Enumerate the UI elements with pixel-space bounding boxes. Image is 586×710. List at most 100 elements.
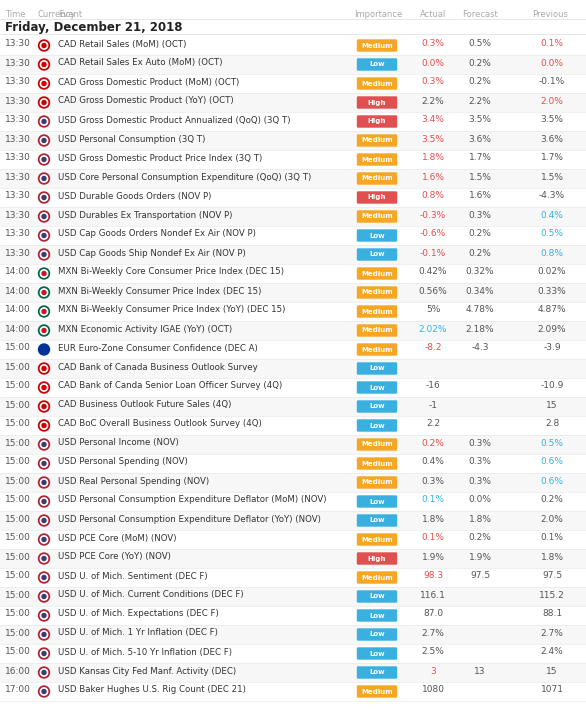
Text: 15:00: 15:00 — [5, 344, 31, 352]
Bar — [0, 93, 586, 112]
Text: 3.6%: 3.6% — [468, 134, 492, 143]
Circle shape — [40, 403, 47, 410]
Text: 0.8%: 0.8% — [540, 248, 564, 258]
Text: 15:00: 15:00 — [5, 552, 31, 562]
Bar — [0, 682, 586, 701]
Circle shape — [42, 158, 46, 161]
Circle shape — [39, 401, 49, 412]
Circle shape — [39, 116, 49, 127]
Text: Medium: Medium — [361, 214, 393, 219]
Text: 2.4%: 2.4% — [541, 648, 563, 657]
Bar — [0, 188, 586, 207]
Text: 88.1: 88.1 — [542, 609, 562, 618]
Bar — [0, 587, 586, 606]
Text: 0.6%: 0.6% — [540, 457, 564, 466]
Text: Importance: Importance — [354, 10, 402, 19]
Text: -8.2: -8.2 — [424, 344, 442, 352]
Text: 1.9%: 1.9% — [421, 552, 445, 562]
Text: 0.3%: 0.3% — [421, 77, 445, 87]
Text: 17:00: 17:00 — [5, 685, 31, 694]
Circle shape — [42, 442, 46, 447]
Text: 0.1%: 0.1% — [540, 533, 564, 542]
Circle shape — [42, 405, 46, 408]
Circle shape — [42, 576, 46, 579]
Text: 15:00: 15:00 — [5, 572, 31, 581]
Text: Low: Low — [369, 613, 385, 618]
Text: 13: 13 — [474, 667, 486, 675]
Text: 15:00: 15:00 — [5, 439, 31, 447]
Text: 116.1: 116.1 — [420, 591, 446, 599]
Text: CAD Retail Sales Ex Auto (MoM) (OCT): CAD Retail Sales Ex Auto (MoM) (OCT) — [58, 58, 223, 67]
Text: Low: Low — [369, 422, 385, 429]
FancyBboxPatch shape — [357, 400, 397, 413]
Text: 13:30: 13:30 — [5, 97, 31, 106]
Bar — [0, 74, 586, 93]
Text: 0.2%: 0.2% — [469, 77, 492, 87]
Circle shape — [39, 420, 49, 431]
Text: 0.3%: 0.3% — [421, 40, 445, 48]
Circle shape — [39, 78, 49, 89]
FancyBboxPatch shape — [357, 362, 397, 375]
Text: -4.3%: -4.3% — [539, 192, 565, 200]
FancyBboxPatch shape — [357, 533, 397, 546]
Bar — [0, 511, 586, 530]
FancyBboxPatch shape — [357, 476, 397, 488]
Circle shape — [42, 423, 46, 427]
Text: USD Baker Hughes U.S. Rig Count (DEC 21): USD Baker Hughes U.S. Rig Count (DEC 21) — [58, 685, 246, 694]
FancyBboxPatch shape — [357, 496, 397, 508]
Circle shape — [42, 329, 46, 332]
Circle shape — [39, 325, 49, 336]
FancyBboxPatch shape — [357, 685, 397, 698]
FancyBboxPatch shape — [357, 344, 397, 356]
Bar — [0, 264, 586, 283]
Text: 3: 3 — [430, 667, 436, 675]
Text: 0.6%: 0.6% — [540, 476, 564, 486]
Text: 15:00: 15:00 — [5, 381, 31, 391]
Text: 2.7%: 2.7% — [421, 628, 444, 638]
Circle shape — [42, 500, 46, 503]
Circle shape — [39, 363, 49, 374]
Bar — [0, 397, 586, 416]
Bar — [0, 112, 586, 131]
Text: 97.5: 97.5 — [542, 572, 562, 581]
Text: 0.2%: 0.2% — [469, 533, 492, 542]
Text: High: High — [368, 99, 386, 106]
Text: 2.2%: 2.2% — [469, 97, 492, 106]
Text: Low: Low — [369, 403, 385, 410]
Circle shape — [39, 211, 49, 222]
Circle shape — [42, 290, 46, 295]
Text: USD PCE Core (MoM) (NOV): USD PCE Core (MoM) (NOV) — [58, 533, 176, 542]
FancyBboxPatch shape — [357, 609, 397, 622]
Text: 0.3%: 0.3% — [468, 210, 492, 219]
Circle shape — [40, 593, 47, 600]
Text: 98.3: 98.3 — [423, 572, 443, 581]
FancyBboxPatch shape — [357, 229, 397, 241]
Text: High: High — [368, 195, 386, 200]
Circle shape — [40, 365, 47, 372]
Text: 115.2: 115.2 — [539, 591, 565, 599]
Text: CAD Gross Domestic Product (MoM) (OCT): CAD Gross Domestic Product (MoM) (OCT) — [58, 77, 239, 87]
Text: USD PCE Core (YoY) (NOV): USD PCE Core (YoY) (NOV) — [58, 552, 171, 562]
Text: 0.1%: 0.1% — [540, 40, 564, 48]
Text: Medium: Medium — [361, 574, 393, 581]
Text: 15:00: 15:00 — [5, 400, 31, 410]
Text: 13:30: 13:30 — [5, 77, 31, 87]
Text: 15:00: 15:00 — [5, 609, 31, 618]
Text: Medium: Medium — [361, 80, 393, 87]
Bar — [0, 321, 586, 340]
FancyBboxPatch shape — [357, 420, 397, 432]
Text: Medium: Medium — [361, 290, 393, 295]
Text: CAD Retail Sales (MoM) (OCT): CAD Retail Sales (MoM) (OCT) — [58, 40, 186, 48]
Circle shape — [39, 230, 49, 241]
Circle shape — [39, 40, 49, 51]
Text: Event: Event — [58, 10, 82, 19]
Text: 1080: 1080 — [421, 685, 445, 694]
Circle shape — [42, 195, 46, 200]
Text: 1.6%: 1.6% — [421, 173, 445, 182]
Circle shape — [39, 496, 49, 507]
Text: -3.9: -3.9 — [543, 344, 561, 352]
Text: USD Personal Consumption Expenditure Deflator (MoM) (NOV): USD Personal Consumption Expenditure Def… — [58, 496, 326, 505]
Bar — [0, 530, 586, 549]
Circle shape — [40, 441, 47, 448]
Text: 13:30: 13:30 — [5, 134, 31, 143]
